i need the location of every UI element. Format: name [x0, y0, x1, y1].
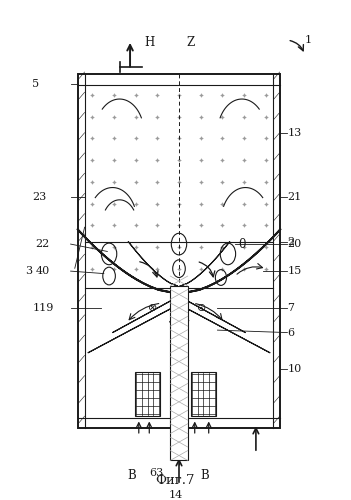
Text: 3: 3 — [25, 266, 32, 276]
Text: 2: 2 — [287, 236, 294, 246]
Text: ⊗: ⊗ — [148, 303, 158, 313]
Text: B: B — [201, 468, 210, 481]
Text: Z: Z — [186, 36, 194, 49]
Text: 5: 5 — [32, 80, 39, 90]
Bar — [191, 372, 216, 416]
Text: B: B — [127, 468, 136, 481]
Text: 22: 22 — [36, 239, 50, 249]
Text: 20: 20 — [287, 239, 302, 249]
Bar — [78, 74, 280, 428]
Text: 6: 6 — [287, 328, 294, 338]
Bar — [170, 286, 188, 461]
Text: 63: 63 — [149, 468, 164, 477]
Text: ⊙: ⊙ — [197, 303, 206, 313]
Text: 0: 0 — [238, 238, 246, 250]
Text: 10: 10 — [287, 364, 302, 374]
Text: 7: 7 — [287, 303, 294, 313]
Text: 119: 119 — [32, 303, 54, 313]
Text: 21: 21 — [287, 192, 302, 202]
Text: 23: 23 — [32, 192, 46, 202]
Bar — [135, 372, 160, 416]
Text: 1: 1 — [305, 35, 312, 45]
Text: 15: 15 — [287, 266, 302, 276]
Text: 40: 40 — [36, 266, 50, 276]
Text: H: H — [144, 36, 154, 49]
Text: 14: 14 — [168, 490, 183, 500]
Text: 13: 13 — [287, 128, 302, 138]
Text: Фиг.7: Фиг.7 — [156, 474, 195, 486]
